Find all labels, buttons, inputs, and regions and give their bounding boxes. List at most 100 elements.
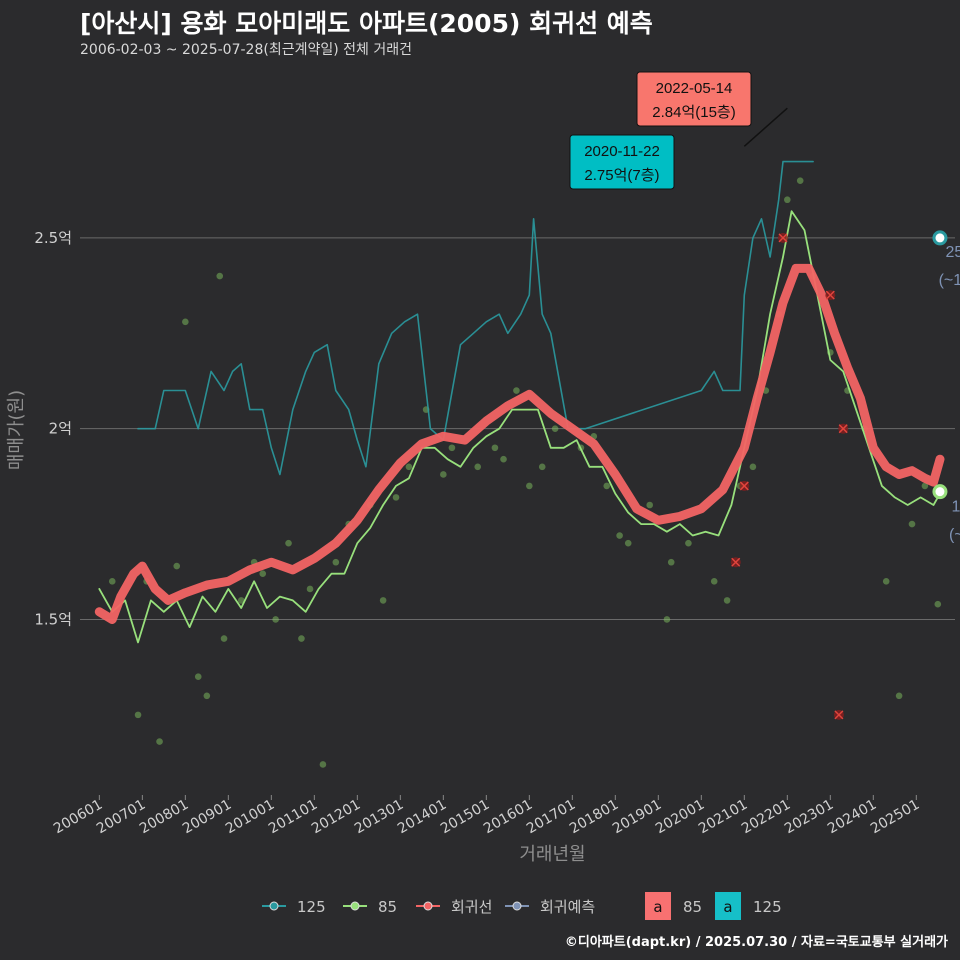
scatter-point-85 <box>710 578 718 585</box>
x-tick-label: 201501 <box>438 797 492 838</box>
x-tick-label: 200901 <box>180 797 234 838</box>
callout-max-date: 2022-05-14 <box>656 80 733 97</box>
x-tick-label: 201001 <box>223 797 277 838</box>
callout-max-price: 2.84억(15층) <box>652 104 735 121</box>
chart-title: [아산시] 용화 모아미래도 아파트(2005) 회귀선 예측 <box>80 9 653 38</box>
callout-125-price: 2.75억(7층) <box>584 167 659 184</box>
scatter-point-85 <box>332 558 340 566</box>
x-tick-label: 201601 <box>481 797 535 838</box>
end-label-85-value: 18,343 <box>951 499 960 516</box>
x-tick-label: 200701 <box>94 797 148 838</box>
scatter-point-85 <box>203 692 211 700</box>
scatter-point-85 <box>306 585 314 593</box>
scatter-point-85 <box>616 532 623 539</box>
outlier-cross <box>834 710 844 720</box>
x-tick-label: 200601 <box>51 797 105 838</box>
scatter-point-85 <box>379 597 387 604</box>
legend-key-dot <box>269 901 279 911</box>
legend-label: 85 <box>378 898 397 916</box>
scatter-point-85 <box>749 463 757 471</box>
end-label-85-area: (~85㎡) <box>949 526 960 544</box>
legend-label-box-text: 125 <box>753 898 782 916</box>
scatter-point-85 <box>723 597 731 604</box>
scatter-point-85 <box>685 539 692 547</box>
footer-credit: ©디아파트(dapt.kr) / 2025.07.30 / 자료=국토교통부 실… <box>564 935 948 950</box>
scatter-point-85 <box>624 539 632 547</box>
legend-label-box-text: 85 <box>683 898 702 916</box>
scatter-point-85 <box>259 570 267 577</box>
scatter-point-85 <box>646 501 654 509</box>
end-marker-125 <box>932 230 948 246</box>
legend-label-box <box>715 892 741 920</box>
scatter-point-85 <box>921 482 929 490</box>
scatter-point-85 <box>895 692 903 700</box>
callout-max-box <box>636 71 752 127</box>
y-tick-label: 2억 <box>49 420 72 438</box>
legend-label-box-letter: a <box>723 898 732 916</box>
x-axis-title: 거래년월 <box>519 844 585 865</box>
scatter-point-85 <box>298 635 305 642</box>
scatter-point-85 <box>882 578 890 585</box>
scatter-point-85 <box>551 425 559 432</box>
scatter-point-85 <box>216 272 224 280</box>
scatter-point-85 <box>173 562 181 570</box>
scatter-point-85 <box>500 455 507 463</box>
legend-label: 125 <box>297 898 326 916</box>
series-line-regression <box>94 263 945 624</box>
outlier-cross <box>825 290 835 300</box>
scatter-point-85 <box>134 711 142 719</box>
legend-label-box-letter: a <box>653 898 662 916</box>
outlier-cross <box>739 481 749 491</box>
scatter-point-85 <box>182 318 189 326</box>
scatter-point-85 <box>491 444 499 452</box>
callout-125-date: 2020-11-22 <box>584 143 660 160</box>
outlier-cross <box>838 424 848 434</box>
x-tick-label: 201201 <box>309 797 363 838</box>
end-marker-85 <box>932 484 948 500</box>
series-line-125 <box>137 160 814 476</box>
scatter-point-85 <box>603 482 611 490</box>
scatter-point-85 <box>405 463 413 471</box>
scatter-point-85 <box>392 494 400 501</box>
scatter-point-85 <box>440 471 447 478</box>
scatter-point-85 <box>194 673 202 681</box>
end-label-125-value: 25,000 <box>945 244 960 261</box>
x-tick-label: 201901 <box>610 797 664 838</box>
x-tick-label: 202401 <box>825 797 879 838</box>
scatter-point-85 <box>784 196 791 204</box>
x-tick-label: 202101 <box>696 797 750 838</box>
scatter-point-85 <box>156 738 163 745</box>
y-tick-label: 2.5억 <box>34 229 72 247</box>
legend-label: 회귀예측 <box>540 898 595 916</box>
legend-key-dot <box>350 901 360 911</box>
x-tick-label: 202501 <box>868 797 922 838</box>
scatter-point-85 <box>538 463 546 471</box>
scatter-point-85 <box>663 616 671 623</box>
scatter-point-85 <box>667 558 675 566</box>
x-tick-label: 201101 <box>266 797 320 838</box>
legend-key-dot <box>423 901 433 911</box>
x-tick-label: 202301 <box>782 797 836 838</box>
scatter-point-85 <box>908 520 916 528</box>
callout-125-box <box>569 134 675 190</box>
scatter-point-85 <box>526 482 533 490</box>
scatter-point-85 <box>934 600 942 608</box>
outlier-cross <box>731 557 741 567</box>
legend-key-dot <box>512 901 522 911</box>
end-label-125-area: (~125㎡) <box>939 271 960 289</box>
legend-label: 회귀선 <box>451 898 492 916</box>
x-tick-label: 202001 <box>653 797 707 838</box>
x-tick-label: 201801 <box>567 797 621 838</box>
scatter-point-85 <box>474 463 482 471</box>
x-tick-label: 201301 <box>352 797 406 838</box>
series-line-85 <box>98 210 941 644</box>
x-tick-label: 200801 <box>137 797 191 838</box>
y-axis-title: 매매가(원) <box>6 390 27 470</box>
scatter-point-85 <box>272 616 279 623</box>
outlier-cross <box>778 233 788 243</box>
scatter-point-85 <box>108 578 116 585</box>
callout-leader <box>743 107 788 147</box>
chart-subtitle: 2006-02-03 ~ 2025-07-28(최근계약일) 전체 거래건 <box>80 42 412 58</box>
x-tick-label: 201701 <box>524 797 578 838</box>
